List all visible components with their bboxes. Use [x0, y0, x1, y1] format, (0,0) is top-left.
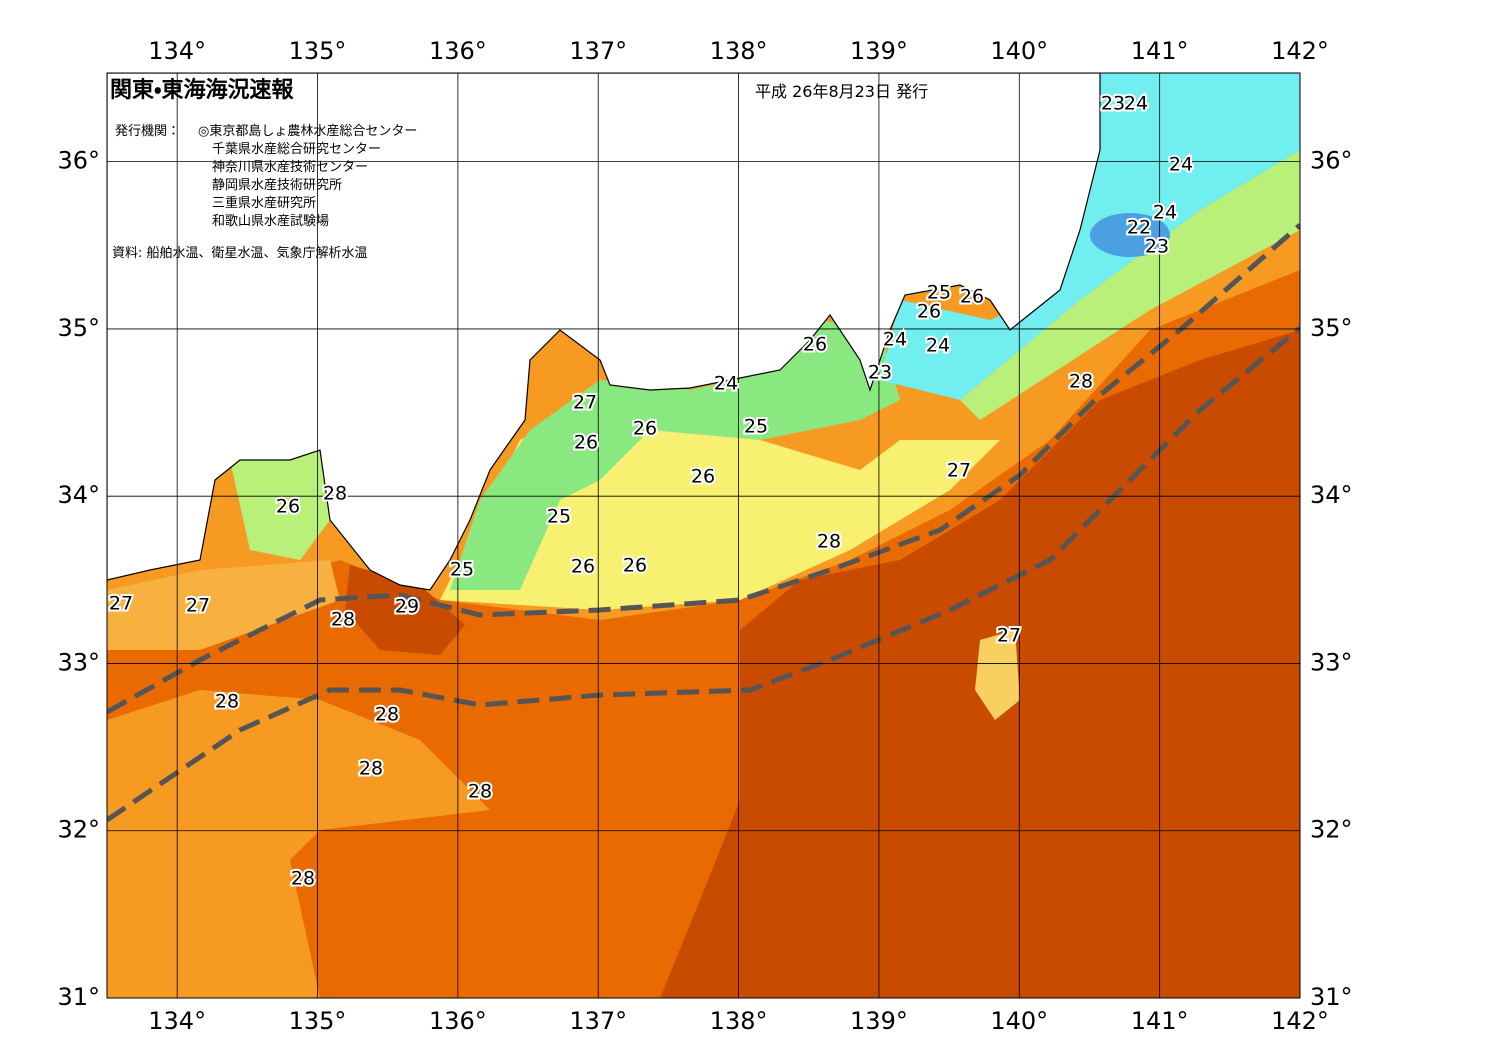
contour-label: 24	[714, 373, 738, 395]
lat-tick-label: 34°	[1310, 481, 1353, 509]
contour-label: 26	[571, 556, 595, 578]
sea-27-east	[975, 630, 1020, 720]
lon-tick-label: 134°	[148, 37, 206, 65]
lon-tick-label: 138°	[710, 1007, 768, 1035]
sea-25-ne	[960, 150, 1300, 420]
contour-label: 27	[997, 625, 1021, 647]
contour-label: 29	[395, 596, 419, 618]
lat-tick-label: 31°	[1310, 983, 1353, 1011]
source: 資料: 船舶水温、衛星水温、気象庁解析水温	[112, 245, 368, 261]
kuroshio-north	[107, 223, 1300, 715]
contour-label: 26	[803, 334, 827, 356]
contour-label: 27	[186, 595, 210, 617]
agencies: ◎東京都島しょ農林水産総合センター千葉県水産総合研究センター神奈川県水産技術セン…	[198, 123, 417, 229]
frame	[106, 72, 1301, 999]
contour-label: 28	[375, 704, 399, 726]
lon-tick-label: 136°	[429, 37, 487, 65]
contour-label: 28	[331, 609, 355, 631]
contour-label: 28	[323, 483, 347, 505]
lat-tick-label: 33°	[1310, 648, 1353, 676]
lon-tick-label: 137°	[569, 37, 627, 65]
lon-tick-label: 138°	[710, 37, 768, 65]
contour-label: 26	[960, 286, 984, 308]
lon-tick-label: 134°	[148, 1007, 206, 1035]
sea-24	[880, 73, 1300, 400]
contour-label: 24	[1124, 93, 1148, 115]
contour-label: 23	[1101, 93, 1125, 115]
lon-tick-label: 141°	[1131, 37, 1189, 65]
agency: 和歌山県水産試験場	[212, 214, 329, 229]
lon-tick-label: 135°	[289, 37, 347, 65]
title: 関東・東海海況速報	[110, 77, 294, 103]
contour-label: 28	[291, 868, 315, 890]
sea-28-west	[107, 690, 490, 998]
contour-label: 25	[450, 559, 474, 581]
agency: 静岡県水産技術研究所	[212, 177, 342, 193]
contour-label: 26	[633, 418, 657, 440]
lat-tick-label: 36°	[1310, 147, 1353, 175]
lat-tick-label: 32°	[1310, 816, 1353, 844]
lon-tick-label: 139°	[850, 37, 908, 65]
issue-date: 平成 26年8月23日 発行	[755, 82, 928, 101]
agencies-label: 発行機関：	[115, 124, 180, 139]
contour-label: 26	[917, 301, 941, 323]
contour-label: 24	[926, 335, 950, 357]
contour-label: 24	[883, 329, 907, 351]
sea-27	[107, 560, 340, 650]
lon-tick-label: 142°	[1271, 1007, 1329, 1035]
lat-tick-label: 35°	[57, 314, 100, 342]
lon-tick-label: 141°	[1131, 1007, 1189, 1035]
sea-26-channel	[230, 450, 330, 560]
lon-tick-label: 136°	[429, 1007, 487, 1035]
agency: 三重県水産研究所	[212, 195, 316, 211]
contour-label: 26	[691, 466, 715, 488]
contour-label: 28	[1069, 371, 1093, 393]
contour-label: 25	[547, 506, 571, 528]
contour-label: 27	[947, 460, 971, 482]
land	[107, 73, 1101, 591]
contour-label: 28	[359, 758, 383, 780]
contour-label: 26	[574, 432, 598, 454]
sea-29-spot	[345, 565, 465, 655]
agency: ◎東京都島しょ農林水産総合センター	[198, 123, 417, 139]
contour-label: 23	[1145, 236, 1169, 258]
agency: 神奈川県水産技術センター	[212, 159, 368, 175]
lat-tick-label: 33°	[57, 648, 100, 676]
kuroshio-south	[107, 326, 1300, 823]
contour-label: 27	[573, 392, 597, 414]
contour-label: 22	[1127, 217, 1151, 239]
sea-22	[1090, 213, 1170, 257]
contour-label: 24	[1153, 202, 1177, 224]
contour-label: 28	[468, 781, 492, 803]
lat-tick-label: 32°	[57, 816, 100, 844]
lon-tick-label: 140°	[990, 1007, 1048, 1035]
contour-label: 24	[1169, 154, 1193, 176]
contour-label: 27	[109, 593, 133, 615]
lon-tick-label: 135°	[289, 1007, 347, 1035]
contour-label: 28	[215, 691, 239, 713]
contour-label: 25	[927, 282, 951, 304]
lon-tick-label: 137°	[569, 1007, 627, 1035]
contour-label: 26	[276, 496, 300, 518]
lon-tick-label: 140°	[990, 37, 1048, 65]
lon-tick-label: 142°	[1271, 37, 1329, 65]
lon-tick-label: 139°	[850, 1007, 908, 1035]
contour-label: 25	[744, 416, 768, 438]
lat-tick-label: 31°	[57, 983, 100, 1011]
lat-tick-label: 34°	[57, 481, 100, 509]
contour-label: 28	[817, 531, 841, 553]
contour-label: 26	[623, 555, 647, 577]
sea-25	[450, 320, 900, 590]
agency: 千葉県水産総合研究センター	[212, 141, 381, 157]
contour-label: 23	[868, 362, 892, 384]
lat-tick-label: 36°	[57, 147, 100, 175]
sea-layers	[107, 73, 1300, 998]
lat-tick-label: 35°	[1310, 314, 1353, 342]
